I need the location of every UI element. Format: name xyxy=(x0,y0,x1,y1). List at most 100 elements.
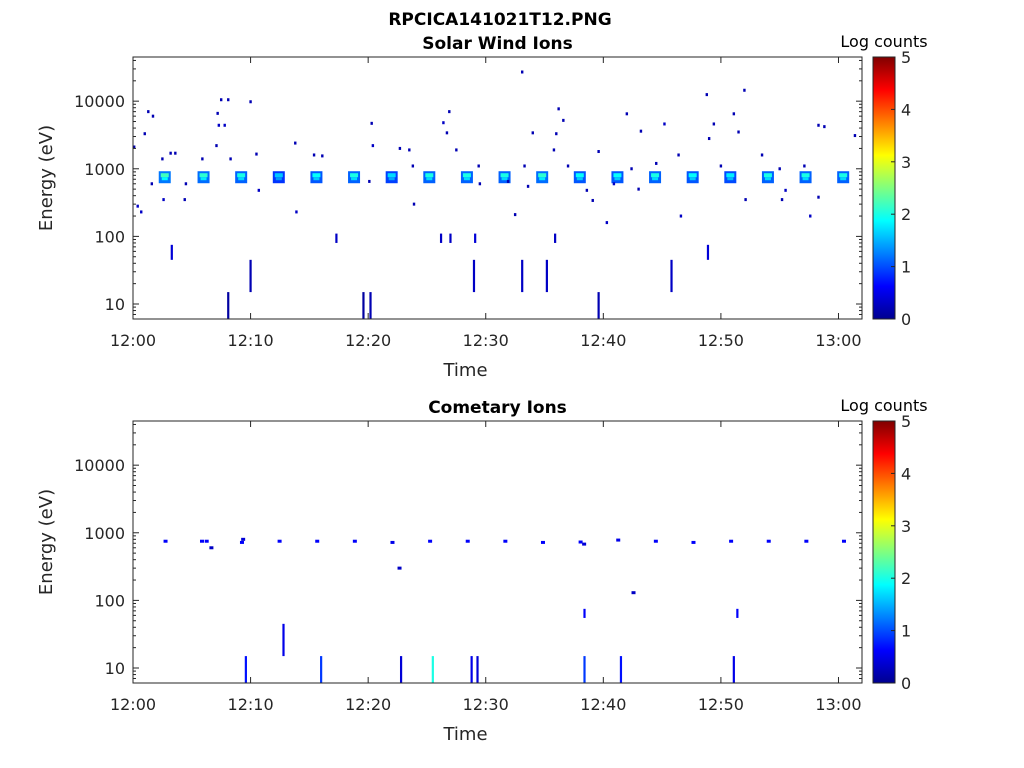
count-pixel xyxy=(151,114,155,118)
count-pixel xyxy=(557,107,560,111)
cell-core xyxy=(500,173,509,178)
x-tick-label: 12:20 xyxy=(345,331,391,350)
colorbar-tick-label: 0 xyxy=(901,674,911,693)
count-pixel xyxy=(653,539,658,543)
count-pixel xyxy=(371,144,375,148)
cell-mid xyxy=(463,177,470,181)
x-tick-label: 12:00 xyxy=(110,331,156,350)
count-pixel xyxy=(229,157,232,161)
colorbar-tick-label: 2 xyxy=(901,205,911,224)
heatmap-cell xyxy=(272,171,285,184)
count-pixel xyxy=(566,164,570,168)
count-pixel xyxy=(216,111,219,115)
count-pixel xyxy=(315,539,320,543)
colorbar-tick-label: 5 xyxy=(901,412,911,431)
colorbar-label: Log counts xyxy=(840,396,927,415)
count-pixel xyxy=(163,539,168,543)
count-pixel xyxy=(241,537,246,541)
y-tick-label: 10 xyxy=(105,659,125,678)
cell-core xyxy=(350,173,359,178)
y-axis-label: Energy (eV) xyxy=(36,489,57,595)
count-pixel xyxy=(390,540,395,544)
count-pixel xyxy=(162,198,165,202)
count-pixel xyxy=(352,539,357,543)
x-tick-label: 12:40 xyxy=(580,331,626,350)
cell-mid xyxy=(576,177,583,181)
count-pixel xyxy=(663,122,666,126)
count-streak xyxy=(399,656,403,683)
count-streak xyxy=(619,656,623,683)
count-pixel xyxy=(255,152,258,156)
count-streak xyxy=(732,656,735,683)
count-pixel xyxy=(445,131,449,135)
count-pixel xyxy=(184,182,188,186)
cell-core xyxy=(688,173,697,178)
cell-mid xyxy=(802,177,809,181)
count-pixel xyxy=(132,145,136,149)
count-pixel xyxy=(277,539,282,543)
count-pixel xyxy=(784,188,787,192)
count-pixel xyxy=(442,121,445,125)
count-pixel xyxy=(719,164,723,168)
count-pixel xyxy=(408,148,411,152)
count-pixel xyxy=(249,100,252,104)
x-axis-label: Time xyxy=(442,360,487,381)
count-pixel xyxy=(552,148,556,152)
count-pixel xyxy=(766,539,771,543)
count-streak xyxy=(470,656,473,683)
colorbar-tick-label: 3 xyxy=(901,153,911,172)
x-tick-label: 12:00 xyxy=(110,695,156,714)
count-pixel xyxy=(605,221,609,225)
cell-mid xyxy=(426,177,433,181)
panel-title: Solar Wind Ions xyxy=(422,34,573,54)
y-tick-label: 1000 xyxy=(84,524,125,543)
x-tick-label: 12:20 xyxy=(345,695,391,714)
count-pixel xyxy=(712,122,716,126)
axes-box xyxy=(132,56,863,320)
count-pixel xyxy=(705,93,708,97)
count-pixel xyxy=(312,153,316,157)
count-streak xyxy=(282,623,285,657)
count-pixel xyxy=(630,167,633,171)
heatmap-cell xyxy=(310,171,323,184)
count-pixel xyxy=(136,204,139,208)
plot-area xyxy=(133,421,862,683)
count-pixel xyxy=(368,179,371,183)
y-tick-label: 10000 xyxy=(74,456,125,475)
count-pixel xyxy=(455,148,458,152)
colorbar-tick-label: 1 xyxy=(901,258,911,277)
count-pixel xyxy=(732,112,736,116)
count-streak xyxy=(670,259,673,293)
count-pixel xyxy=(204,539,209,543)
count-pixel xyxy=(143,132,146,136)
cell-core xyxy=(387,173,396,178)
axes-box xyxy=(132,420,863,684)
colorbar-tick-label: 1 xyxy=(901,622,911,641)
cell-mid xyxy=(313,177,320,181)
count-pixel xyxy=(729,539,734,543)
cell-mid xyxy=(614,177,621,181)
count-pixel xyxy=(520,70,524,74)
count-pixel xyxy=(219,98,223,102)
heatmap-cell xyxy=(348,171,361,184)
count-pixel xyxy=(217,123,221,127)
count-pixel xyxy=(853,134,857,138)
count-streak xyxy=(369,292,372,319)
count-pixel xyxy=(677,153,680,157)
cell-core xyxy=(651,173,660,178)
cell-mid xyxy=(840,177,847,181)
heatmap-cell xyxy=(385,171,398,184)
x-tick-label: 12:30 xyxy=(463,695,509,714)
count-pixel xyxy=(582,542,587,546)
y-axis-label: Energy (eV) xyxy=(36,125,57,231)
y-tick-label: 10 xyxy=(105,295,125,314)
cell-core xyxy=(613,173,622,178)
count-pixel xyxy=(199,539,204,543)
count-streak xyxy=(431,656,434,683)
colorbar-tick-label: 2 xyxy=(901,569,911,588)
colorbar-tick-label: 4 xyxy=(901,100,911,119)
x-tick-label: 13:00 xyxy=(815,331,861,350)
count-pixel xyxy=(239,540,244,544)
